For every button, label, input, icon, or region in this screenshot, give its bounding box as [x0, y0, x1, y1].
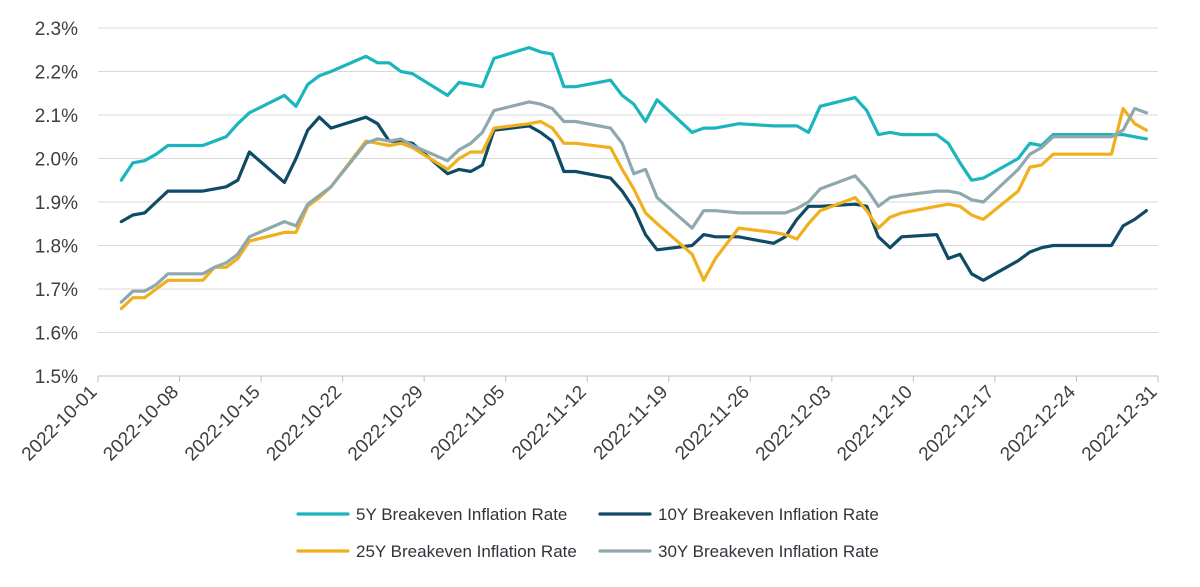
y-tick-label: 2.1% [35, 106, 78, 127]
x-tick-label: 2022-12-31 [1078, 382, 1162, 466]
x-tick-label: 2022-10-15 [181, 382, 265, 466]
x-tick-label: 2022-11-26 [671, 382, 754, 465]
x-tick-label: 2022-10-29 [344, 382, 428, 466]
series-line-2 [119, 115, 1149, 282]
x-tick-label: 2022-11-19 [590, 382, 673, 465]
legend-label: 30Y Breakeven Inflation Rate [658, 542, 879, 561]
y-tick-label: 1.7% [35, 280, 78, 301]
x-tick-label: 2022-11-05 [427, 382, 510, 465]
series-line-1 [119, 45, 1149, 182]
y-tick-label: 2.0% [35, 150, 78, 171]
x-tick-label: 2022-11-12 [508, 382, 591, 465]
y-tick-label: 2.2% [35, 63, 78, 84]
legend-label: 25Y Breakeven Inflation Rate [356, 542, 577, 561]
series-line-4 [119, 100, 1149, 304]
x-tick-label: 2022-12-17 [915, 382, 999, 466]
y-tick-label: 1.8% [35, 237, 78, 258]
axes: 1.5% 1.6% 1.7% 1.8% 1.9% 2.0% 2.1% 2.2% 2.3% 2022… [18, 19, 1162, 465]
x-tick-label: 2022-12-03 [752, 382, 836, 466]
legend: 5Y Breakeven Inflation Rate 10Y Breakeven… [296, 505, 879, 561]
series-line-3 [119, 106, 1149, 311]
x-tick-label: 2022-10-01 [18, 382, 102, 466]
y-tick-label: 1.9% [35, 193, 78, 214]
y-tick-label: 1.6% [35, 324, 78, 345]
y-tick-label: 2.3% [35, 19, 78, 40]
x-tick-label: 2022-12-24 [996, 381, 1080, 465]
legend-label: 10Y Breakeven Inflation Rate [658, 505, 879, 524]
x-tick-label: 2022-10-08 [99, 382, 183, 466]
x-tick-label: 2022-12-10 [833, 382, 917, 466]
legend-label: 5Y Breakeven Inflation Rate [356, 505, 567, 524]
y-tick-label: 1.5% [35, 367, 78, 388]
x-tick-label: 2022-10-22 [263, 382, 347, 466]
series-lines [119, 45, 1149, 311]
